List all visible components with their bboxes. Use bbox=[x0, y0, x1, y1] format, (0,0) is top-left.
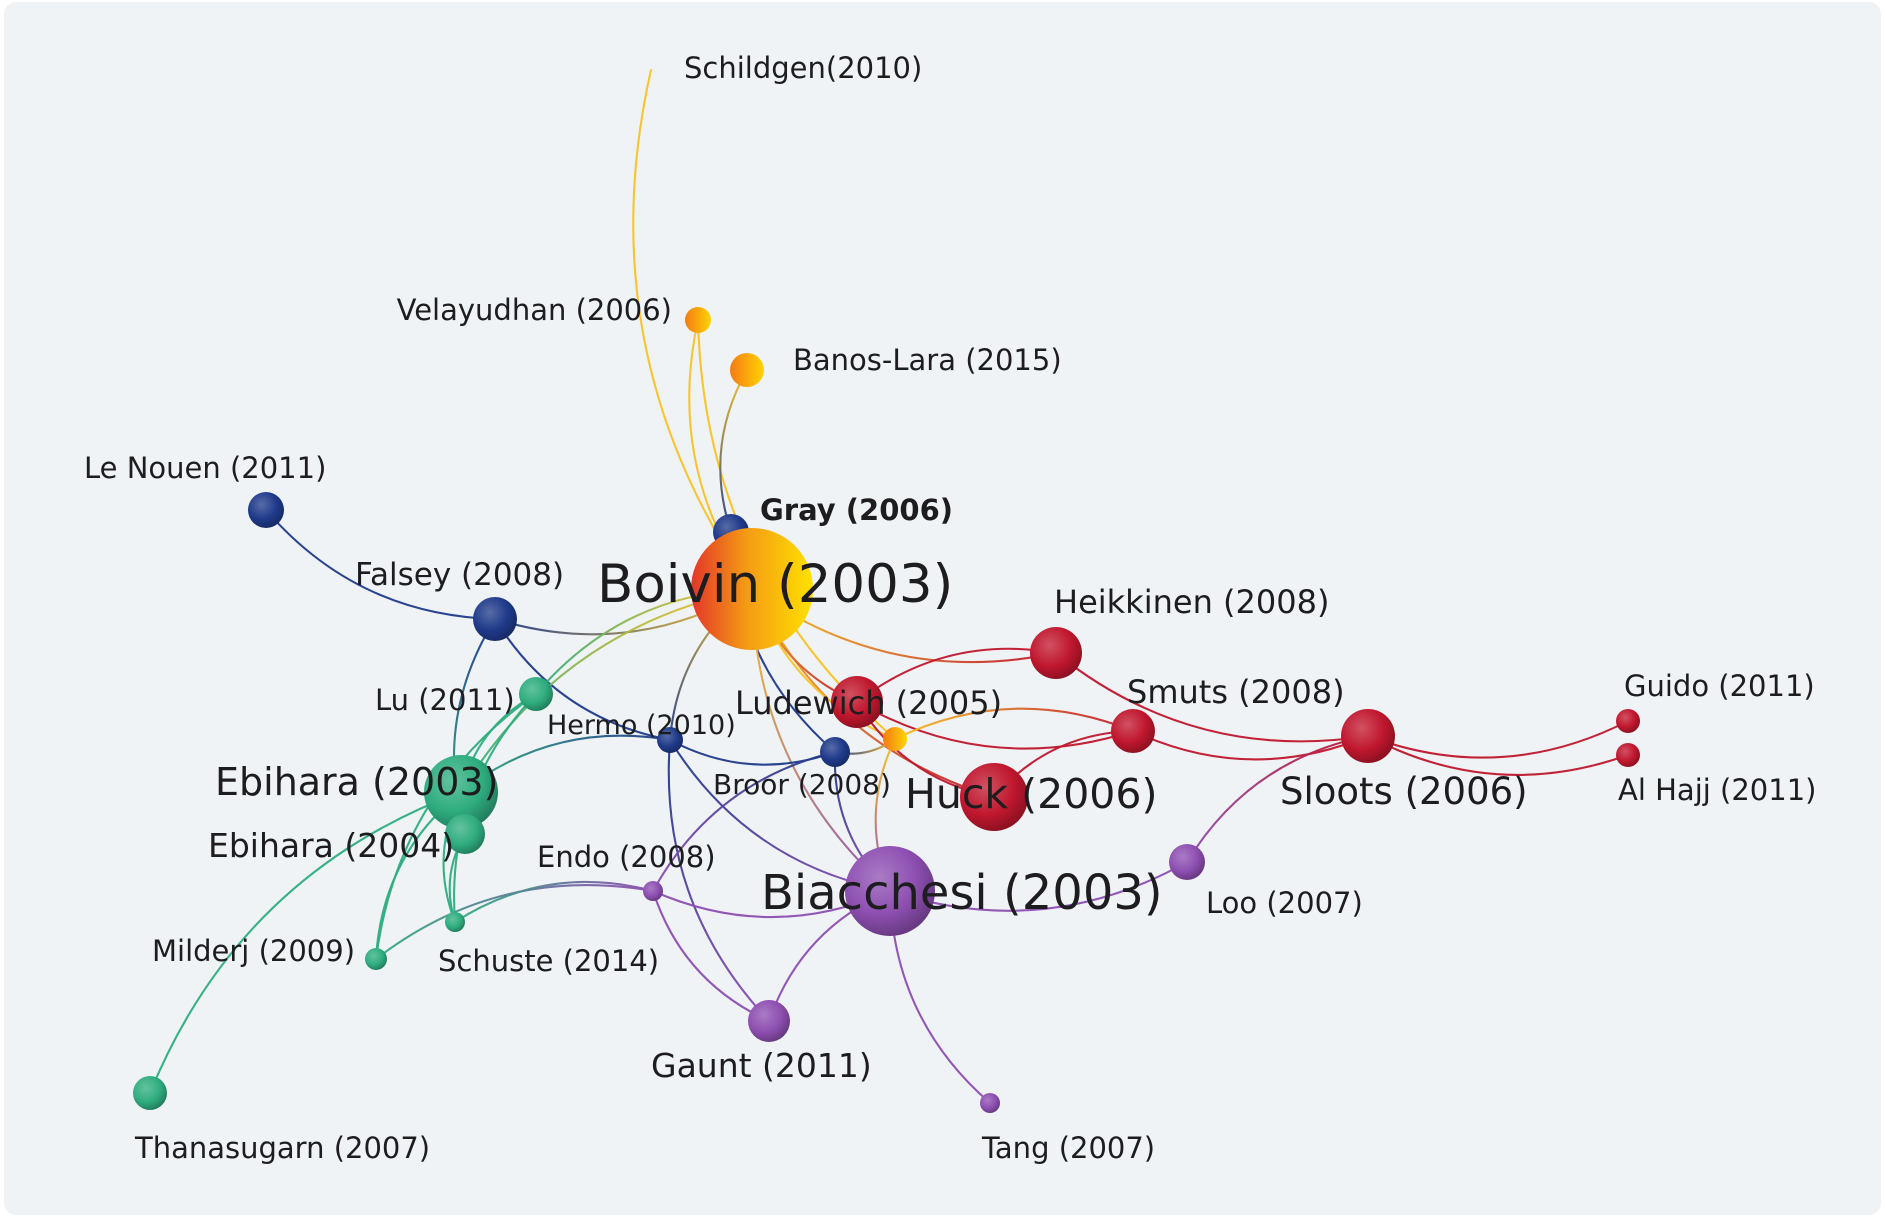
label-loo: Loo (2007) bbox=[1206, 886, 1363, 920]
label-broor: Broor (2008) bbox=[713, 768, 891, 801]
edge-lenouen-falsey bbox=[264, 508, 497, 621]
node-lenouen[interactable] bbox=[248, 492, 284, 528]
node-ebihara04[interactable] bbox=[445, 814, 485, 854]
node-sloots[interactable] bbox=[1341, 709, 1395, 763]
edge-schildgen-boivin bbox=[632, 68, 754, 591]
node-biacchesi[interactable] bbox=[845, 846, 935, 936]
label-lu: Lu (2011) bbox=[375, 683, 515, 717]
citation-network: Schildgen(2010) Velayudhan (2006) Banos-La… bbox=[84, 51, 1816, 1165]
label-huck: Huck (2006) bbox=[905, 770, 1157, 818]
node-tang[interactable] bbox=[980, 1093, 1000, 1113]
node-banos[interactable] bbox=[730, 353, 764, 387]
label-lenouen: Le Nouen (2011) bbox=[84, 451, 326, 485]
edge-sloots-loo bbox=[1185, 734, 1370, 864]
edge-heikkinen-ludewich bbox=[855, 647, 1058, 704]
label-smuts: Smuts (2008) bbox=[1127, 673, 1345, 711]
node-schuste[interactable] bbox=[445, 912, 465, 932]
edge-endo-gaunt bbox=[651, 889, 771, 1023]
edge-broor-endo bbox=[651, 750, 837, 893]
edge-heikkinen-sloots bbox=[1054, 651, 1370, 743]
label-boivin: Boivin (2003) bbox=[597, 554, 953, 615]
node-orange[interactable] bbox=[883, 727, 907, 751]
node-endo[interactable] bbox=[643, 881, 663, 901]
label-velayudhan: Velayudhan (2006) bbox=[397, 293, 672, 327]
label-biacchesi: Biacchesi (2003) bbox=[761, 865, 1163, 921]
node-ebihara03[interactable] bbox=[424, 755, 498, 829]
label-milderj: Milderj (2009) bbox=[152, 934, 355, 968]
edge-ludewich-smuts bbox=[855, 700, 1135, 750]
node-smuts[interactable] bbox=[1111, 709, 1155, 753]
node-loo[interactable] bbox=[1169, 844, 1205, 880]
label-ludewich: Ludewich (2005) bbox=[735, 684, 1002, 722]
edge-sloots-alhajj bbox=[1366, 734, 1630, 776]
label-layer: Schildgen(2010) Velayudhan (2006) Banos-La… bbox=[84, 51, 1816, 1165]
label-tang: Tang (2007) bbox=[981, 1131, 1155, 1165]
label-thanasugarn: Thanasugarn (2007) bbox=[134, 1131, 430, 1165]
node-gaunt[interactable] bbox=[748, 1000, 790, 1042]
label-guido: Guido (2011) bbox=[1624, 669, 1815, 703]
label-sloots: Sloots (2006) bbox=[1280, 770, 1528, 813]
node-lu[interactable] bbox=[519, 677, 553, 711]
edge-hermo-gaunt bbox=[667, 738, 771, 1023]
label-ebihara04: Ebihara (2004) bbox=[208, 826, 454, 865]
edge-lu-milderj bbox=[374, 692, 538, 961]
label-falsey: Falsey (2008) bbox=[355, 557, 564, 593]
edge-ebihara03-thanasugarn bbox=[148, 790, 463, 1095]
label-gray: Gray (2006) bbox=[760, 493, 953, 527]
edge-sloots-guido bbox=[1366, 719, 1630, 759]
label-schildgen: Schildgen(2010) bbox=[684, 51, 922, 85]
edge-falsey-hermo bbox=[493, 617, 672, 742]
node-heikkinen[interactable] bbox=[1030, 627, 1082, 679]
node-thanasugarn[interactable] bbox=[133, 1076, 167, 1110]
node-broor[interactable] bbox=[820, 737, 850, 767]
label-gaunt: Gaunt (2011) bbox=[651, 1046, 872, 1085]
node-boivin[interactable] bbox=[691, 528, 813, 650]
label-heikkinen: Heikkinen (2008) bbox=[1054, 583, 1329, 621]
edge-smuts-sloots bbox=[1131, 729, 1370, 761]
node-huck[interactable] bbox=[960, 763, 1028, 831]
edge-endo-schuste bbox=[453, 880, 655, 924]
edge-banos-gray bbox=[719, 368, 749, 534]
label-endo: Endo (2008) bbox=[537, 840, 716, 874]
node-guido[interactable] bbox=[1616, 709, 1640, 733]
edge-endo-milderj bbox=[374, 883, 655, 961]
node-layer bbox=[133, 307, 1640, 1113]
edge-hermo-broor bbox=[668, 738, 837, 766]
label-ebihara03: Ebihara (2003) bbox=[215, 760, 498, 804]
label-schuste: Schuste (2014) bbox=[438, 944, 659, 978]
network-canvas: Schildgen(2010) Velayudhan (2006) Banos-La… bbox=[4, 2, 1881, 1215]
edge-smuts-orange bbox=[893, 707, 1135, 741]
node-falsey[interactable] bbox=[473, 597, 517, 641]
node-velayudhan[interactable] bbox=[685, 307, 711, 333]
node-ludewich[interactable] bbox=[831, 676, 883, 728]
node-milderj[interactable] bbox=[365, 948, 387, 970]
label-hermo: Hermo (2010) bbox=[547, 710, 736, 741]
node-hermo[interactable] bbox=[657, 727, 683, 753]
node-alhajj[interactable] bbox=[1616, 743, 1640, 767]
label-banos: Banos-Lara (2015) bbox=[793, 343, 1062, 377]
label-alhajj: Al Hajj (2011) bbox=[1618, 773, 1816, 807]
